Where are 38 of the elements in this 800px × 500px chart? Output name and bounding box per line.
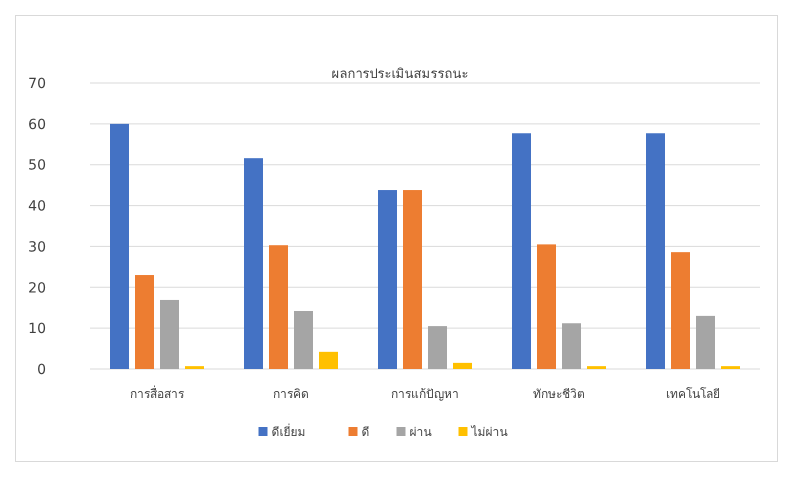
legend-label: ดี xyxy=(362,425,370,439)
legend-label: ไม่ผ่าน xyxy=(470,425,508,439)
y-tick-label: 30 xyxy=(28,239,46,256)
y-tick-label: 20 xyxy=(28,280,46,296)
bar xyxy=(378,190,397,369)
x-tick-label: การคิด xyxy=(273,387,309,401)
bar xyxy=(160,300,179,369)
bar xyxy=(453,362,472,369)
bar xyxy=(562,323,581,369)
bar xyxy=(537,244,556,369)
y-tick-label: 70 xyxy=(28,76,46,92)
y-tick-label: 50 xyxy=(28,158,46,174)
bar xyxy=(110,124,129,369)
y-tick-label: 0 xyxy=(37,362,46,378)
bar xyxy=(671,252,690,369)
bar xyxy=(319,352,338,369)
bar xyxy=(269,245,288,369)
bar xyxy=(403,190,422,369)
x-tick-label: เทคโนโลยี xyxy=(666,387,720,401)
chart-title: ผลการประเมินสมรรถนะ xyxy=(332,67,468,82)
y-tick-label: 10 xyxy=(28,321,46,338)
legend-label: ผ่าน xyxy=(410,425,432,439)
legend-label: ดีเยี่ยม xyxy=(272,423,306,439)
bar xyxy=(185,366,204,369)
x-tick-label: การสื่อสาร xyxy=(130,385,185,401)
bar xyxy=(646,133,665,369)
x-tick-label: ทักษะชีวิต xyxy=(533,387,585,401)
bar xyxy=(294,310,313,369)
bar xyxy=(428,326,447,369)
bar xyxy=(721,366,740,369)
bar xyxy=(696,316,715,369)
x-tick-label: การแก้ปัญหา xyxy=(391,387,459,401)
bar xyxy=(587,366,606,369)
bar xyxy=(244,158,263,369)
y-tick-label: 40 xyxy=(28,198,46,215)
bar xyxy=(512,133,531,369)
y-tick-label: 60 xyxy=(28,116,46,133)
bar xyxy=(135,275,154,369)
